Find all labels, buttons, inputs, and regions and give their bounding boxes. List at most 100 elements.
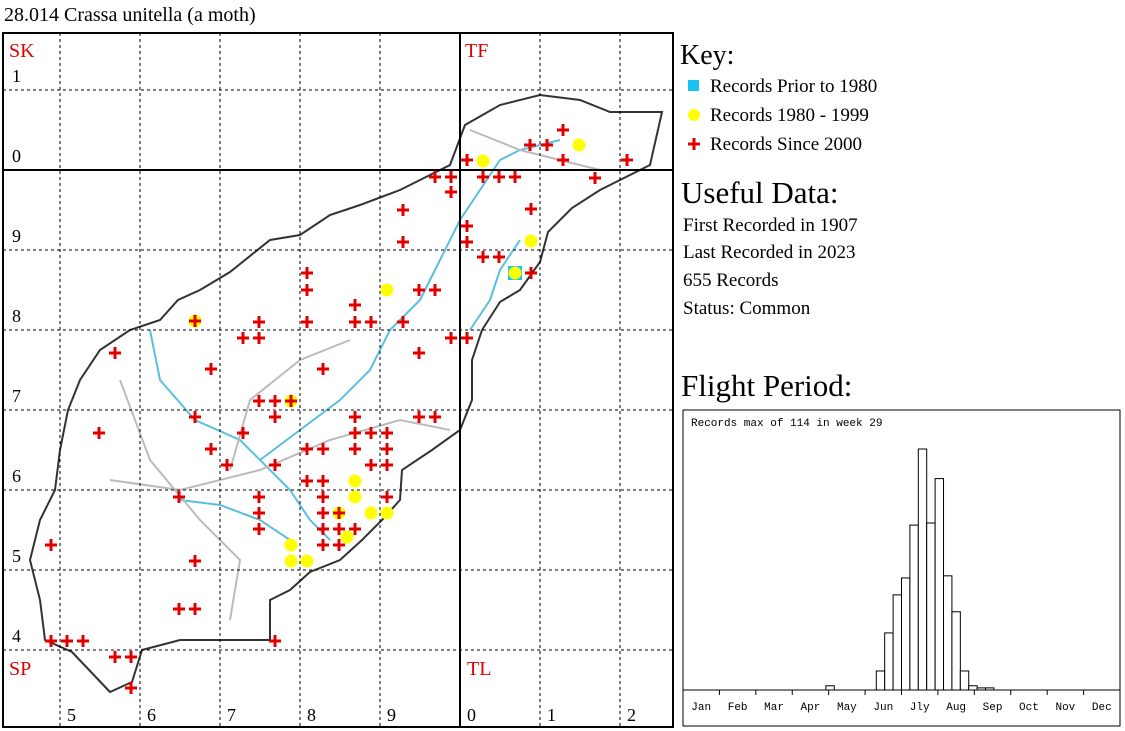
marker-since-2000 bbox=[109, 347, 121, 359]
marker-since-2000 bbox=[301, 267, 313, 279]
marker-since-2000 bbox=[429, 284, 441, 296]
marker-since-2000 bbox=[461, 154, 473, 166]
marker-1980-1999 bbox=[348, 490, 362, 504]
section-title: Useful Data: bbox=[681, 175, 839, 210]
marker-since-2000 bbox=[525, 203, 537, 215]
marker-since-2000 bbox=[524, 139, 536, 151]
marker-since-2000 bbox=[125, 651, 137, 663]
x-tick-label: Jly bbox=[910, 702, 930, 714]
marker-since-2000 bbox=[349, 299, 361, 311]
marker-since-2000 bbox=[397, 204, 409, 216]
marker-1980-1999 bbox=[508, 266, 522, 280]
col-label: 1 bbox=[547, 705, 556, 725]
marker-since-2000 bbox=[413, 411, 425, 423]
marker-since-2000 bbox=[397, 316, 409, 328]
marker-since-2000 bbox=[349, 427, 361, 439]
marker-1980-1999 bbox=[284, 538, 298, 552]
marker-since-2000 bbox=[189, 315, 201, 327]
marker-since-2000 bbox=[93, 427, 105, 439]
marker-since-2000 bbox=[413, 347, 425, 359]
marker-since-2000 bbox=[173, 603, 185, 615]
page-title: 28.014 Crassa unitella (a moth) bbox=[4, 4, 256, 26]
square-label: TL bbox=[467, 658, 491, 680]
chart-title: Records max of 114 in week 29 bbox=[691, 418, 882, 430]
marker-since-2000 bbox=[189, 603, 201, 615]
marker-since-2000 bbox=[349, 316, 361, 328]
road bbox=[109, 129, 601, 621]
marker-since-2000 bbox=[621, 154, 633, 166]
marker-since-2000 bbox=[253, 316, 265, 328]
marker-since-2000 bbox=[237, 427, 249, 439]
marker-since-2000 bbox=[253, 507, 265, 519]
river bbox=[149, 139, 561, 541]
marker-since-2000 bbox=[317, 475, 329, 487]
row-label: 5 bbox=[12, 546, 21, 566]
marker-since-2000 bbox=[429, 411, 441, 423]
marker-since-2000 bbox=[381, 427, 393, 439]
bar bbox=[884, 632, 894, 691]
marker-since-2000 bbox=[269, 635, 281, 647]
marker-since-2000 bbox=[557, 124, 569, 136]
row-label: 9 bbox=[12, 226, 21, 246]
marker-since-2000 bbox=[77, 635, 89, 647]
marker-since-2000 bbox=[317, 507, 329, 519]
marker-since-2000 bbox=[269, 459, 281, 471]
marker-since-2000 bbox=[301, 284, 313, 296]
marker-since-2000 bbox=[317, 539, 329, 551]
x-tick-label: Mar bbox=[764, 702, 784, 714]
marker-1980-1999 bbox=[364, 506, 378, 520]
col-label: 8 bbox=[307, 705, 316, 725]
x-tick-label: Sep bbox=[983, 702, 1003, 714]
marker-since-2000 bbox=[493, 251, 505, 263]
row-label: 4 bbox=[12, 626, 21, 646]
marker-1980-1999 bbox=[524, 234, 538, 248]
marker-since-2000 bbox=[445, 171, 457, 183]
marker-since-2000 bbox=[253, 395, 265, 407]
marker-1980-1999 bbox=[572, 138, 586, 152]
key-icon bbox=[688, 80, 699, 91]
marker-1980-1999 bbox=[340, 530, 354, 544]
marker-since-2000 bbox=[541, 139, 553, 151]
marker-since-2000 bbox=[269, 411, 281, 423]
key-item: Records Prior to 1980 bbox=[710, 76, 877, 97]
marker-since-2000 bbox=[413, 284, 425, 296]
marker-since-2000 bbox=[205, 443, 217, 455]
marker-since-2000 bbox=[301, 443, 313, 455]
marker-since-2000 bbox=[477, 251, 489, 263]
row-label: 6 bbox=[12, 466, 21, 486]
marker-since-2000 bbox=[493, 171, 505, 183]
bar bbox=[875, 670, 886, 691]
marker-since-2000 bbox=[61, 635, 73, 647]
col-label: 7 bbox=[227, 705, 236, 725]
marker-since-2000 bbox=[301, 475, 313, 487]
marker-1980-1999 bbox=[348, 474, 362, 488]
marker-since-2000 bbox=[205, 363, 217, 375]
x-tick-label: Apr bbox=[801, 702, 821, 714]
bar bbox=[943, 575, 953, 691]
map: SK TF SP TL 1 0 9 8 7 6 5 4 5 6 7 8 9 0 … bbox=[2, 32, 674, 728]
info-line: Last Recorded in 2023 bbox=[683, 242, 856, 263]
bar bbox=[909, 524, 919, 691]
bar bbox=[959, 670, 970, 691]
marker-since-2000 bbox=[317, 363, 329, 375]
marker-since-2000 bbox=[253, 332, 265, 344]
marker-since-2000 bbox=[461, 220, 473, 232]
marker-since-2000 bbox=[189, 411, 201, 423]
marker-since-2000 bbox=[589, 172, 601, 184]
bar bbox=[825, 685, 835, 691]
key-icon bbox=[688, 109, 700, 121]
marker-since-2000 bbox=[285, 395, 297, 407]
marker-since-2000 bbox=[525, 267, 537, 279]
marker-since-2000 bbox=[45, 635, 57, 647]
x-tick-label: Feb bbox=[728, 702, 748, 714]
info-line: Status: Common bbox=[683, 298, 811, 319]
x-tick-label: Aug bbox=[946, 702, 966, 714]
marker-since-2000 bbox=[365, 459, 377, 471]
marker-since-2000 bbox=[45, 539, 57, 551]
marker-since-2000 bbox=[461, 236, 473, 248]
x-tick-label: Jan bbox=[691, 702, 711, 714]
marker-since-2000 bbox=[173, 491, 185, 503]
bar bbox=[892, 594, 902, 691]
